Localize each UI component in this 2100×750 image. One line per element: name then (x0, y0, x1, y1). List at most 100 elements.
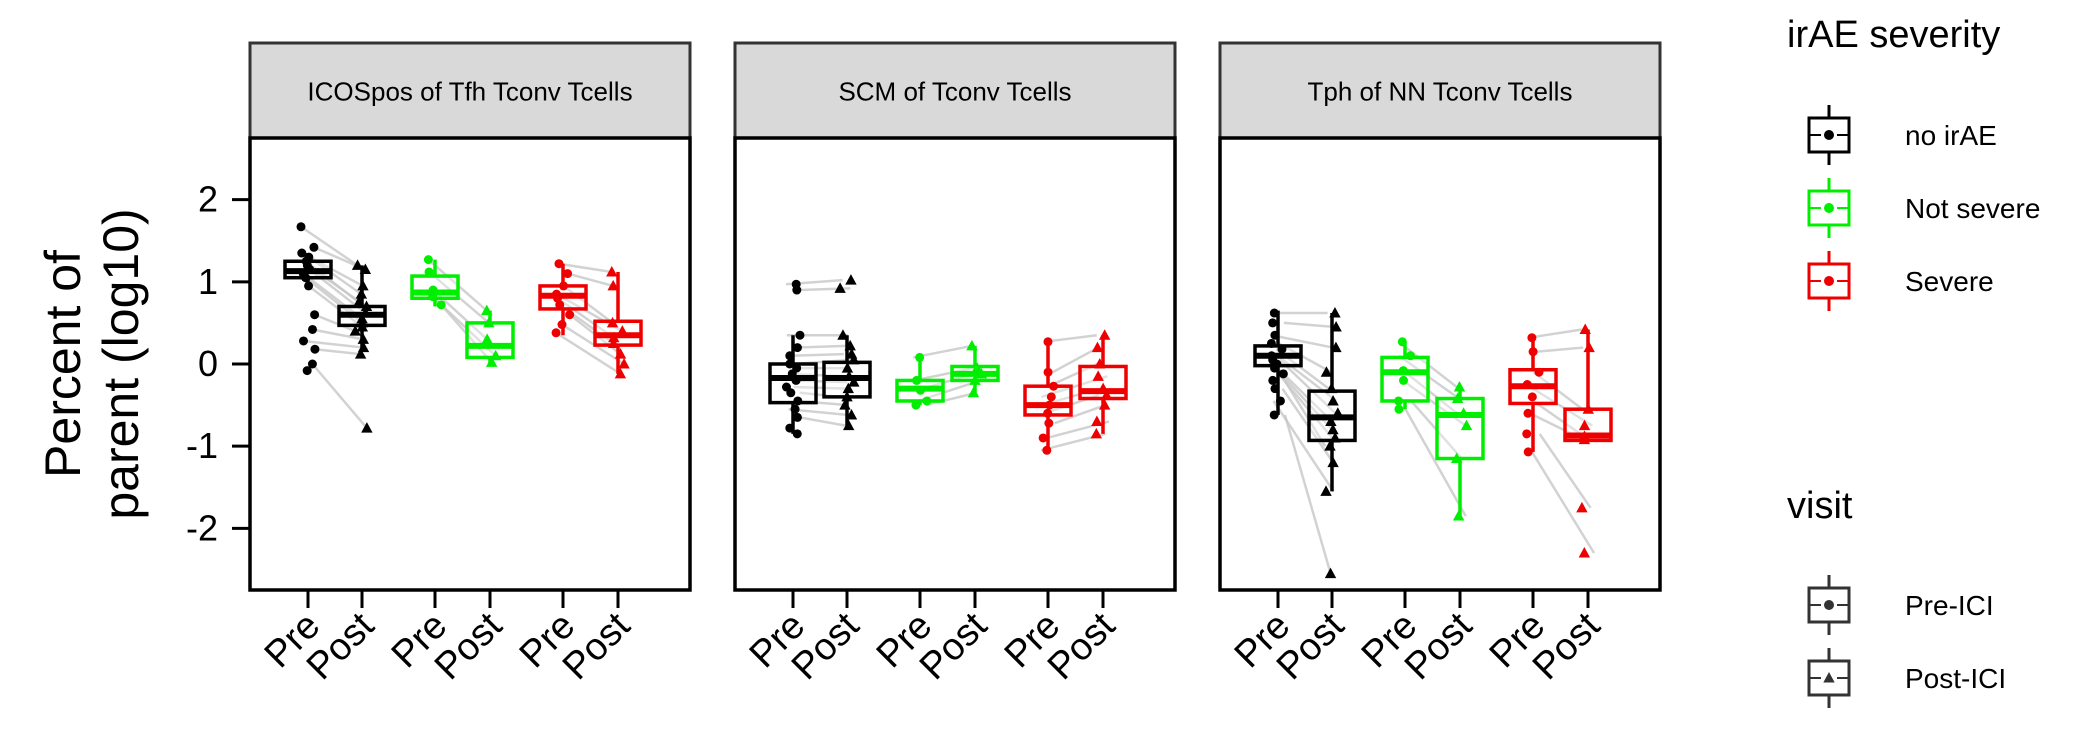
data-point-post (1452, 510, 1465, 521)
data-point-pre (790, 404, 800, 414)
data-point-post (845, 408, 858, 420)
paired-connector (302, 272, 363, 320)
data-point-post (1583, 341, 1595, 353)
data-point-pre (915, 385, 925, 395)
data-point-pre (791, 375, 801, 385)
data-point-pre (1522, 380, 1532, 390)
data-point-pre (1523, 447, 1533, 457)
data-point-post (1578, 419, 1591, 431)
data-point-pre (1043, 337, 1053, 347)
data-point-post (616, 325, 629, 336)
data-point-pre (1528, 347, 1538, 357)
data-point-post (966, 339, 978, 351)
box (1435, 396, 1485, 461)
data-point-pre (1527, 333, 1537, 343)
legend-label-severity: Not severe (1905, 193, 2040, 224)
data-point-pre (1270, 330, 1280, 340)
x-tick-label: Post (1397, 604, 1481, 688)
paired-connector (791, 352, 844, 358)
data-point-post (1453, 381, 1466, 392)
y-tick-label: -2 (186, 507, 218, 548)
data-point-post (971, 362, 983, 373)
data-point-post (1576, 501, 1588, 513)
facet-strip-label: SCM of Tconv Tcells (838, 77, 1071, 107)
paired-connector (799, 416, 846, 427)
data-point-pre (551, 328, 561, 338)
data-point-post (1330, 321, 1342, 332)
data-point-post (359, 263, 372, 274)
data-point-post (967, 386, 980, 398)
data-point-pre (307, 359, 317, 369)
data-point-pre (1268, 375, 1278, 385)
data-point-pre (793, 396, 803, 406)
data-point-pre (296, 222, 306, 232)
data-point-pre (912, 375, 922, 385)
paired-connector (1271, 334, 1334, 349)
y-axis-title: Percent of (35, 250, 91, 478)
data-point-pre (1043, 408, 1053, 418)
data-point-post (1327, 456, 1339, 468)
data-point-pre (309, 242, 319, 252)
legend-key-dot (1824, 203, 1834, 213)
facet-strip-label: ICOSpos of Tfh Tconv Tcells (307, 77, 632, 107)
data-point-pre (792, 412, 802, 422)
legend-label-severity: no irAE (1905, 120, 1997, 151)
data-point-post (1092, 370, 1104, 381)
data-point-pre (299, 336, 309, 346)
data-point-pre (1042, 445, 1052, 455)
data-point-post (1090, 427, 1103, 439)
paired-connector (314, 347, 361, 356)
data-point-pre (1270, 384, 1280, 394)
data-point-pre (922, 396, 932, 406)
paired-connector (793, 344, 847, 349)
data-point-post (360, 300, 373, 311)
data-point-post (1324, 567, 1337, 579)
data-point-pre (1044, 400, 1054, 410)
data-point-post (606, 265, 618, 277)
data-point-pre (304, 281, 314, 291)
data-point-pre (1269, 308, 1279, 318)
y-tick-label: 1 (198, 261, 218, 302)
data-point-pre (1523, 408, 1533, 418)
data-point-post (1578, 547, 1591, 558)
data-point-post (357, 279, 369, 291)
panel-border (248, 136, 692, 592)
data-point-pre (1397, 337, 1407, 347)
data-point-pre (915, 352, 925, 362)
paired-connector (1538, 433, 1592, 509)
data-point-post (1332, 407, 1344, 418)
data-point-post (483, 316, 495, 328)
data-point-pre (297, 248, 307, 258)
data-point-post (1457, 407, 1470, 418)
panel-border (1218, 136, 1662, 592)
data-point-post (839, 399, 851, 410)
paired-connector (1278, 358, 1337, 415)
paired-connector (925, 391, 977, 407)
facet-strip-label: Tph of NN Tconv Tcells (1308, 77, 1573, 107)
data-point-pre (555, 300, 565, 310)
data-point-post (1579, 323, 1591, 334)
data-point-post (845, 274, 857, 285)
data-point-post (349, 325, 361, 336)
data-point-post (1325, 415, 1337, 427)
panel-border (733, 136, 1177, 592)
y-tick-label: 0 (198, 343, 218, 384)
data-point-post (848, 353, 860, 365)
paired-connector (1272, 400, 1335, 493)
data-point-pre (1270, 363, 1280, 373)
data-point-post (354, 348, 367, 359)
data-point-pre (792, 285, 802, 295)
data-point-post (357, 333, 369, 344)
data-point-post (351, 259, 364, 270)
data-point-pre (786, 388, 796, 398)
legend-key-triangle (1823, 672, 1835, 683)
x-tick-label: Post (1040, 604, 1124, 688)
x-tick-label: Post (912, 604, 996, 688)
data-point-post (353, 296, 365, 307)
data-point-post (1450, 452, 1463, 464)
paired-connector (1283, 414, 1332, 574)
paired-connector (314, 313, 356, 333)
data-point-pre (1278, 369, 1288, 379)
data-point-post (1330, 341, 1342, 353)
data-point-pre (559, 281, 569, 291)
